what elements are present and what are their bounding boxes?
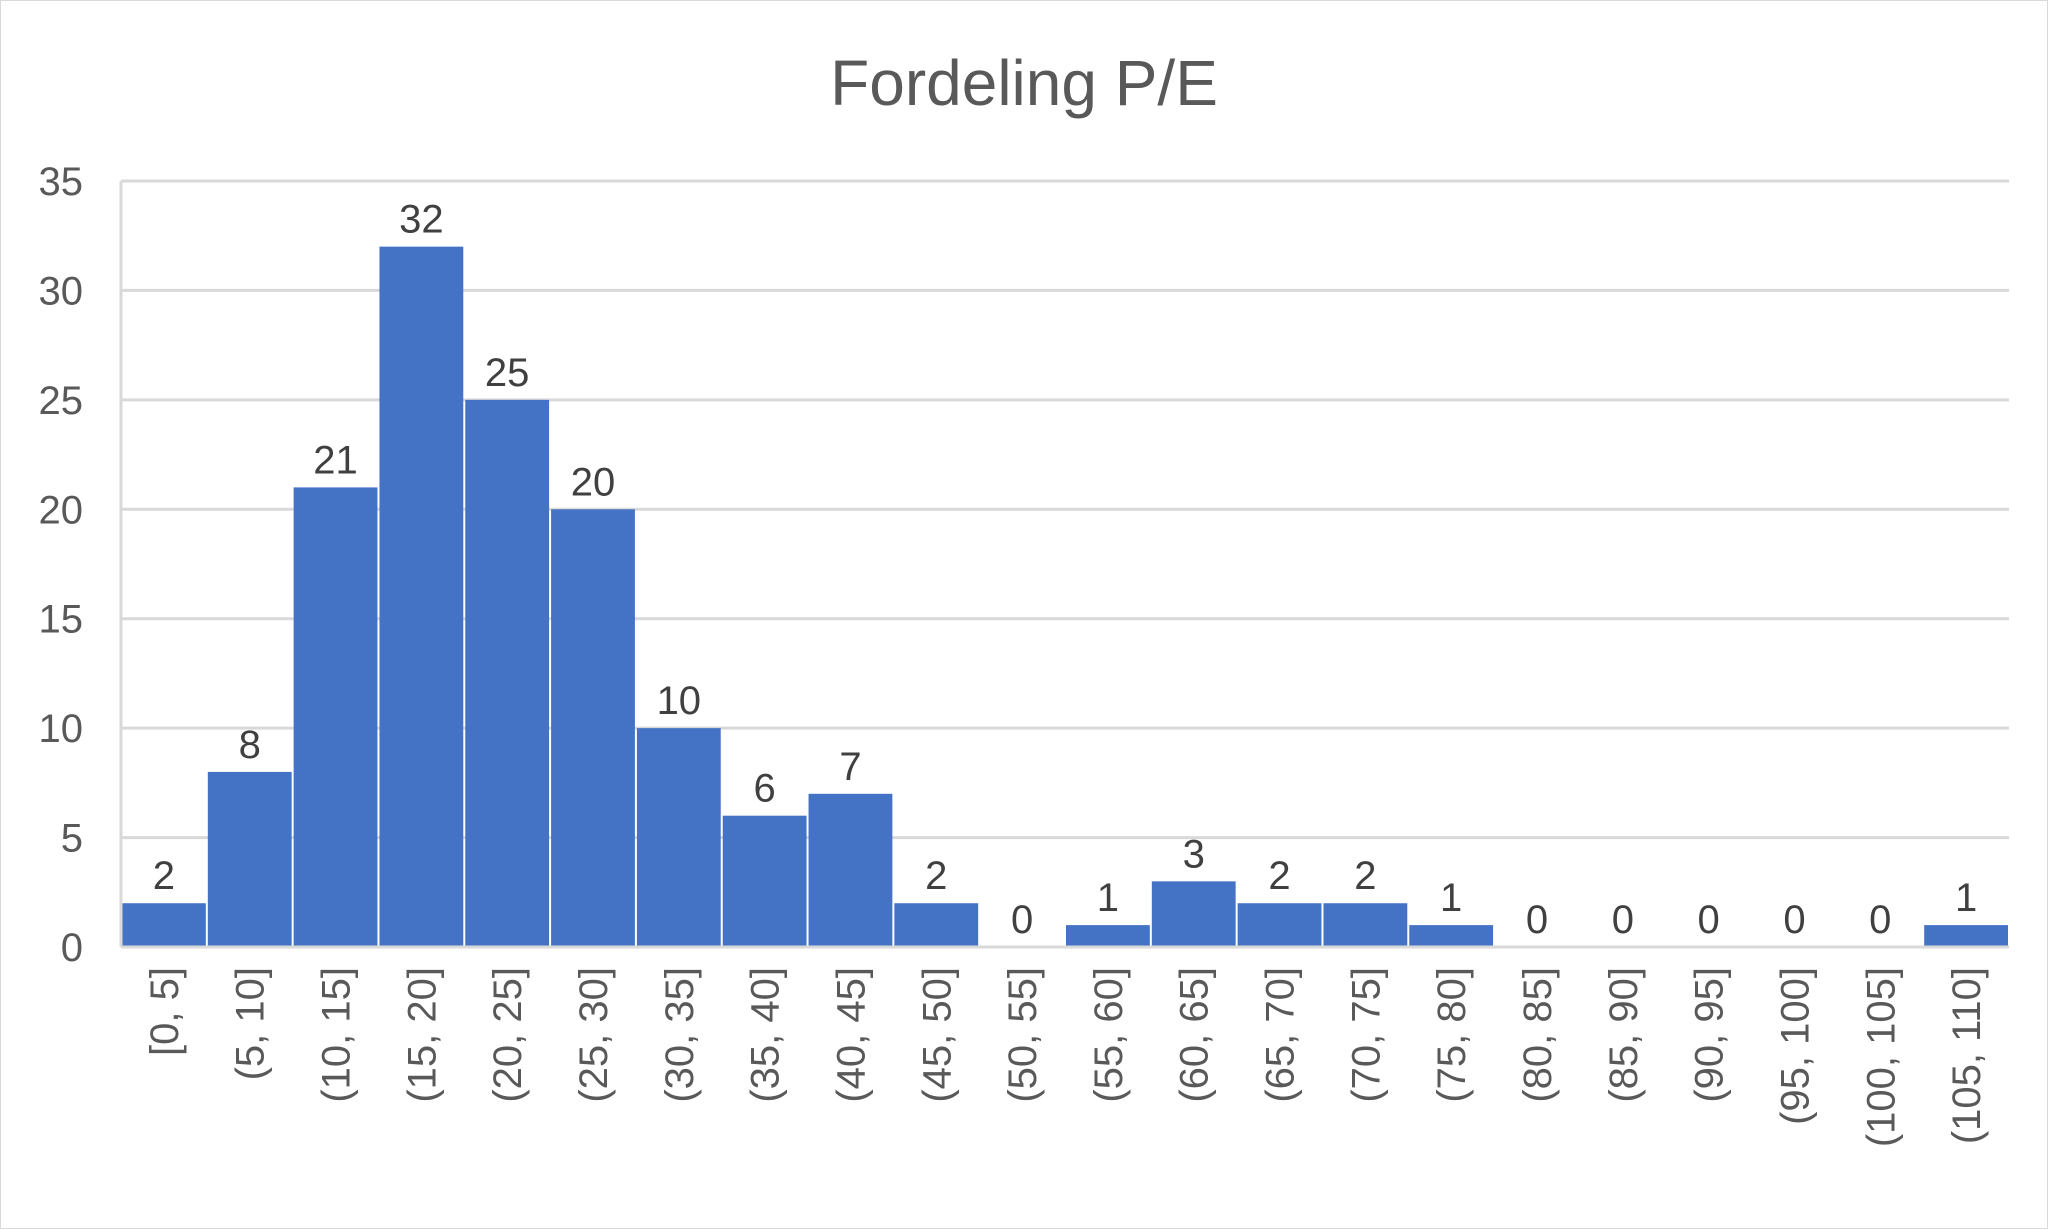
x-category-label: (85, 90] <box>1602 967 1646 1103</box>
y-tick-label: 0 <box>61 926 83 970</box>
data-label: 0 <box>1783 898 1805 942</box>
data-label: 2 <box>1354 854 1376 898</box>
histogram-bar <box>551 509 635 947</box>
x-category-label: (20, 25] <box>486 967 530 1103</box>
data-label: 0 <box>1612 898 1634 942</box>
x-category-label: (25, 30] <box>572 967 616 1103</box>
histogram-bar <box>808 793 893 947</box>
histogram-bar <box>379 246 464 947</box>
data-label: 1 <box>1955 876 1977 920</box>
y-tick-label: 35 <box>39 160 84 204</box>
histogram-bar <box>122 903 206 947</box>
data-label: 2 <box>1268 854 1290 898</box>
x-category-label: (15, 20] <box>400 967 444 1103</box>
data-label: 20 <box>571 460 616 504</box>
histogram-bar <box>293 487 378 947</box>
data-label: 6 <box>754 767 776 811</box>
data-label: 0 <box>1698 898 1720 942</box>
x-category-label: (105, 110] <box>1945 967 1989 1144</box>
data-label: 2 <box>925 854 947 898</box>
x-category-label: (90, 95] <box>1688 967 1732 1103</box>
data-label: 1 <box>1440 876 1462 920</box>
data-label: 2 <box>153 854 175 898</box>
x-category-label: (70, 75] <box>1344 967 1388 1103</box>
y-tick-label: 20 <box>39 488 84 532</box>
data-label: 32 <box>399 198 444 242</box>
histogram-bar <box>1323 903 1408 947</box>
data-label: 0 <box>1526 898 1548 942</box>
x-axis-categories: [0, 5] (5, 10] (10, 15] (15, 20] (20, 25] (25… <box>143 967 1989 1147</box>
x-category-label: (45, 50] <box>915 967 959 1103</box>
x-category-label: (55, 60] <box>1087 967 1131 1103</box>
x-category-label: (75, 80] <box>1430 967 1474 1103</box>
histogram-bar <box>1066 925 1150 947</box>
data-label: 3 <box>1183 832 1205 876</box>
histogram-bar <box>894 903 979 947</box>
x-category-label: (5, 10] <box>229 967 273 1080</box>
data-label: 21 <box>313 438 358 482</box>
x-category-label: (50, 55] <box>1001 967 1045 1103</box>
x-category-label: (35, 40] <box>744 967 788 1103</box>
histogram-bar <box>1237 903 1322 947</box>
histogram-bar <box>1409 925 1494 947</box>
x-category-label: (60, 65] <box>1173 967 1217 1103</box>
bars <box>122 246 2008 947</box>
data-label: 10 <box>657 679 702 723</box>
data-label: 0 <box>1011 898 1033 942</box>
x-category-label: (65, 70] <box>1259 967 1303 1103</box>
data-label: 8 <box>239 723 261 767</box>
histogram-bar <box>1151 881 1236 947</box>
y-tick-label: 30 <box>39 269 84 313</box>
histogram-bar <box>722 815 807 947</box>
histogram-bar <box>207 771 292 947</box>
axes <box>119 181 2009 949</box>
data-label: 0 <box>1869 898 1891 942</box>
y-tick-label: 15 <box>39 598 84 642</box>
y-tick-label: 10 <box>39 707 84 751</box>
x-category-label: (100, 105] <box>1859 967 1903 1147</box>
x-category-label: (40, 45] <box>829 967 873 1103</box>
x-category-label: [0, 5] <box>143 967 187 1056</box>
y-axis-ticks: 0 5 10 15 20 25 30 35 <box>39 160 84 970</box>
chart-title: Fordeling P/E <box>830 47 1218 119</box>
histogram-bar <box>1924 925 2008 947</box>
data-label: 25 <box>485 351 530 395</box>
x-category-label: (80, 85] <box>1516 967 1560 1103</box>
data-label: 1 <box>1097 876 1119 920</box>
x-category-label: (95, 100] <box>1773 967 1817 1125</box>
x-category-label: (10, 15] <box>315 967 359 1103</box>
histogram-bar <box>636 728 721 947</box>
y-tick-label: 5 <box>61 817 83 861</box>
y-tick-label: 25 <box>39 379 84 423</box>
histogram-bar <box>465 399 550 947</box>
data-label: 7 <box>839 745 861 789</box>
x-category-label: (30, 35] <box>658 967 702 1103</box>
